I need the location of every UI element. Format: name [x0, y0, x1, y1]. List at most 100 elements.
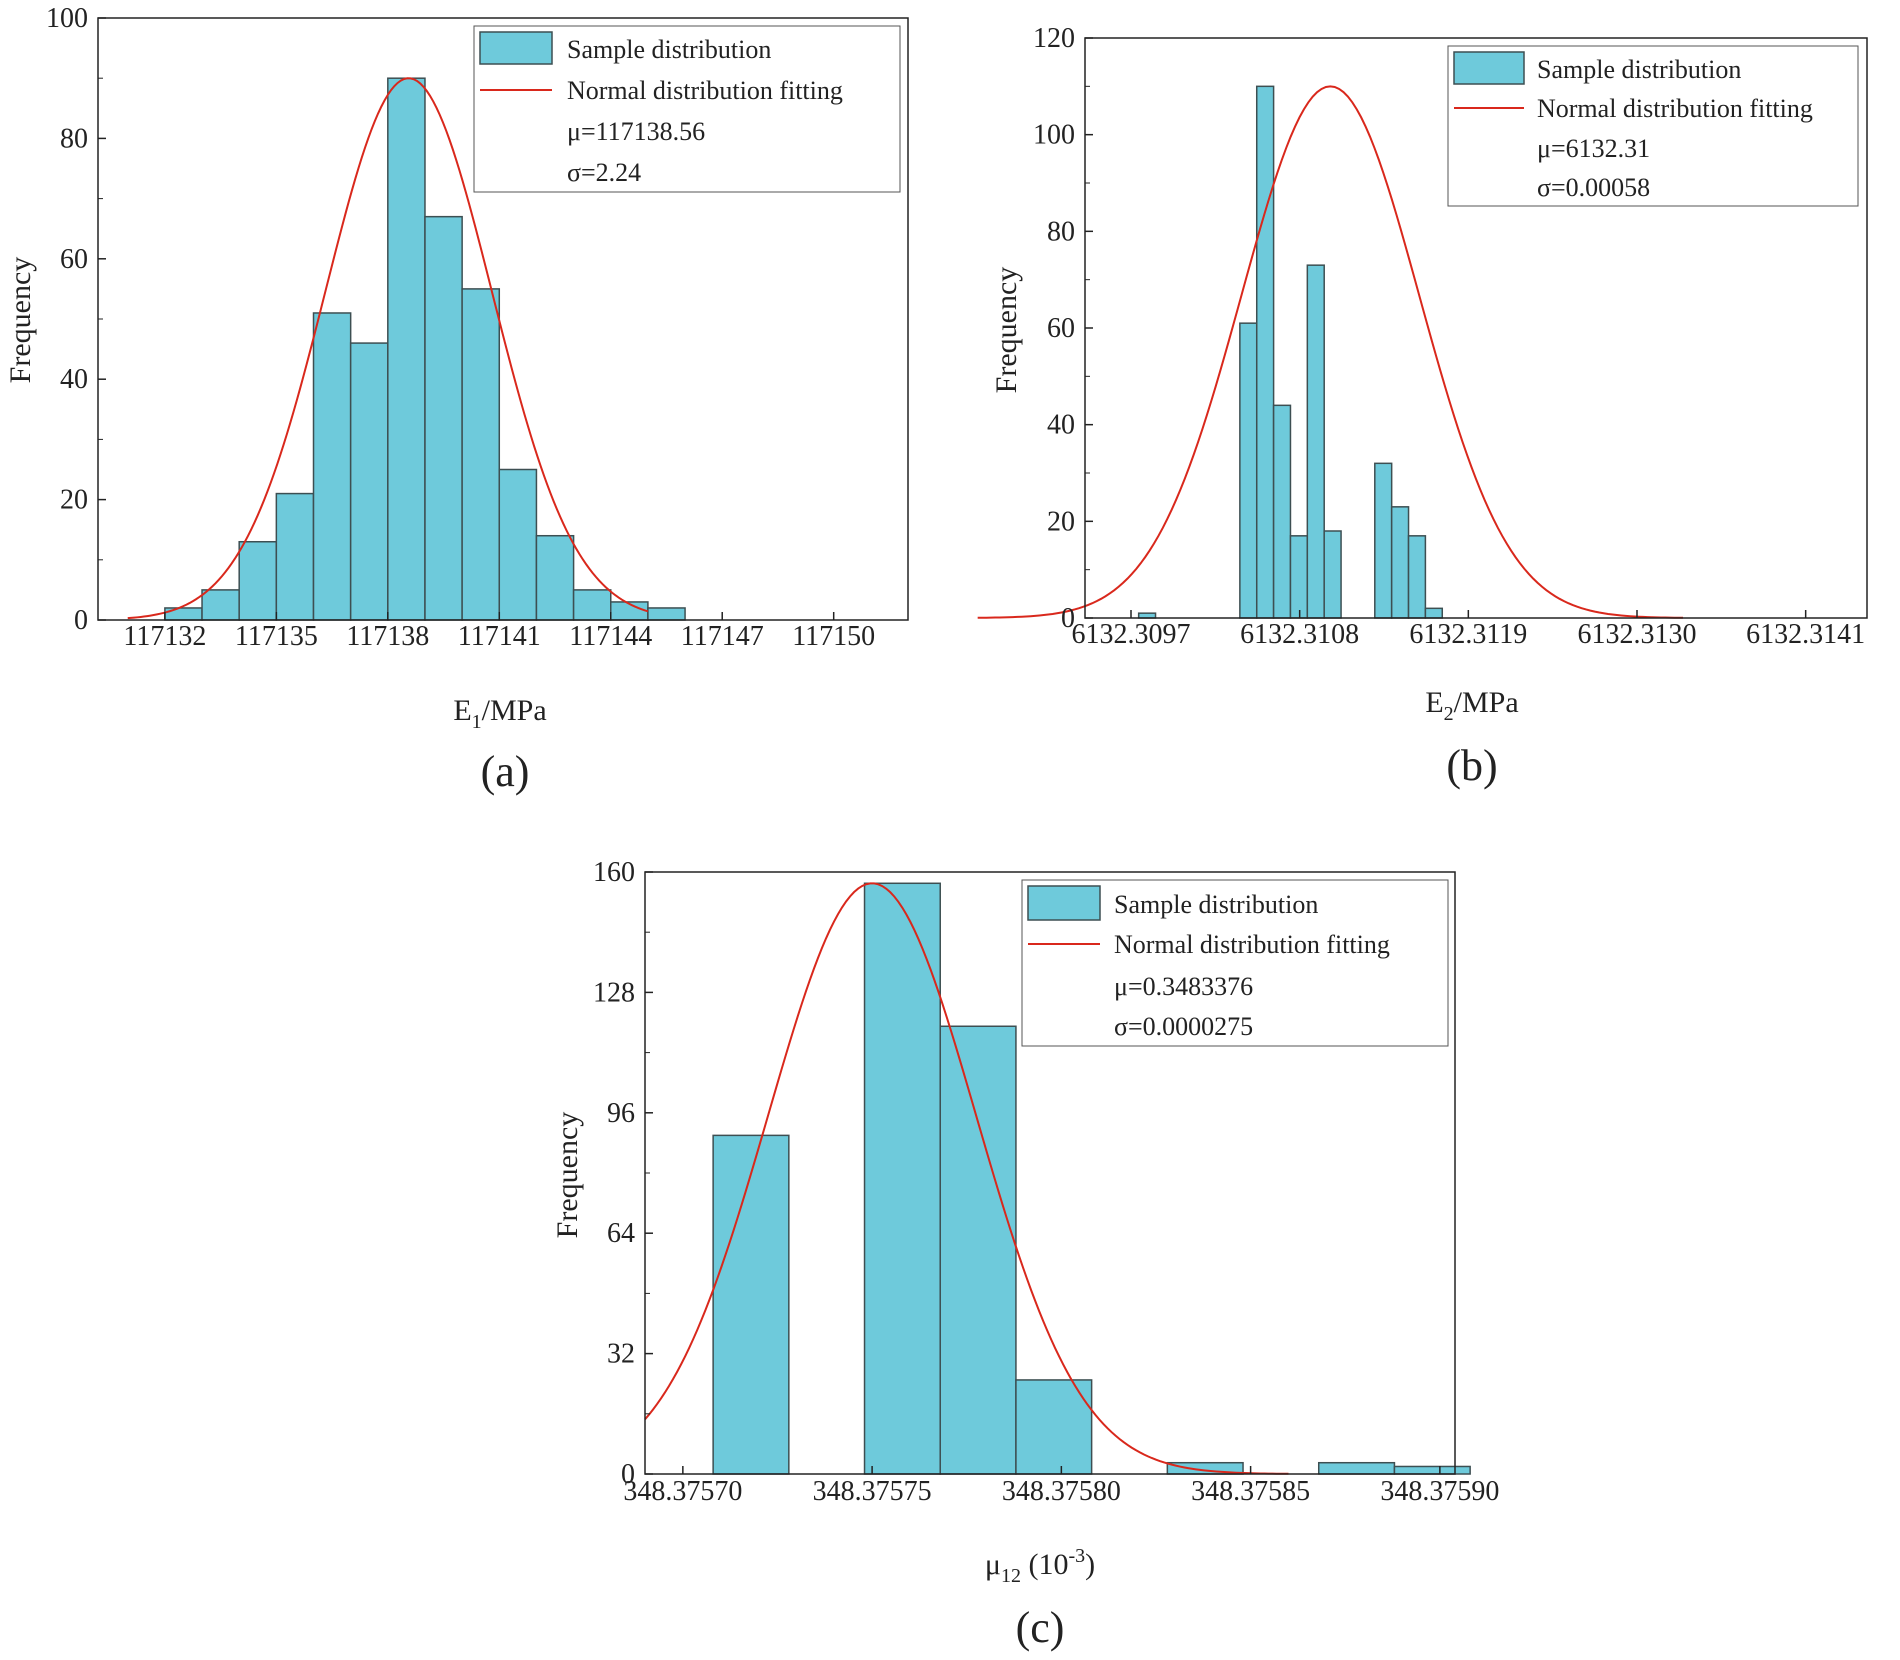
panel-a-label: (a)	[481, 747, 530, 796]
panel-a-ytick-label: 60	[60, 244, 88, 275]
panel-a-xtick-label: 117132	[123, 621, 206, 652]
panel-b-xtick-label: 6132.3130	[1578, 619, 1697, 650]
panel-a-ytick-label: 40	[60, 364, 88, 395]
panel-b-bar	[1390, 506, 1410, 619]
panel-c-ytick-label: 96	[607, 1098, 635, 1129]
panel-b-bar	[1255, 85, 1275, 619]
panel-b-yticks: 0 20 40 60 80 100 120	[1033, 23, 1093, 634]
panel-c-bar	[1317, 1461, 1396, 1475]
panel-a-xtick-label: 117150	[792, 621, 875, 652]
panel-b-xlabel: E2/MPa	[1425, 686, 1518, 725]
panel-c-fit-curve	[644, 882, 1289, 1475]
panel-b-fit-curve	[977, 85, 1684, 619]
panel-b-ytick-label: 120	[1033, 23, 1075, 54]
panel-b-ytick-label: 40	[1047, 410, 1075, 441]
panel-c-label: (c)	[1016, 1603, 1065, 1652]
panel-a-legend-fit: Normal distribution fitting	[567, 76, 843, 105]
panel-b-legend-series: Sample distribution	[1537, 55, 1741, 84]
panel-c-ytick-label: 0	[621, 1459, 635, 1490]
panel-b-xticks: 6132.3097 6132.3108 6132.3119 6132.3130 6132…	[1072, 610, 1865, 650]
panel-c-legend-mu: μ=0.3483376	[1114, 972, 1253, 1001]
panel-a-bar	[275, 492, 315, 621]
panel-c-legend-sigma: σ=0.0000275	[1114, 1012, 1253, 1041]
panel-a-legend-sigma: σ=2.24	[567, 158, 641, 187]
panel-c-ytick-label: 32	[607, 1339, 635, 1370]
panel-c-xtick-label: 348.37575	[813, 1476, 932, 1507]
panel-b-bar	[1239, 322, 1258, 619]
panel-b-bar	[1374, 462, 1393, 619]
panel-a-bar	[387, 77, 426, 621]
panel-a-legend-series: Sample distribution	[567, 35, 771, 64]
panel-a-legend-mu: μ=117138.56	[567, 117, 705, 146]
panel-b-bar	[1424, 607, 1444, 619]
panel-a-bar	[201, 589, 240, 621]
panel-b-legend-swatch	[1453, 51, 1525, 85]
panel-b-xtick-label: 6132.3141	[1746, 619, 1865, 650]
panel-c-yticks: 0 32 64 96 128 160	[593, 857, 653, 1490]
panel-c-legend-series: Sample distribution	[1114, 890, 1318, 919]
panel-c-bar	[712, 1134, 790, 1475]
panel-c-legend: Sample distribution Normal distribution …	[1021, 879, 1449, 1047]
panel-b-xtick-label: 6132.3119	[1409, 619, 1527, 650]
panel-c-bar	[939, 1025, 1017, 1475]
panel-a-bar	[349, 342, 389, 621]
panel-c-ytick-label: 64	[607, 1218, 635, 1249]
panel-b-ytick-label: 80	[1047, 216, 1075, 247]
panel-c-xtick-label: 348.37590	[1380, 1476, 1499, 1507]
panel-b-xtick-label: 6132.3097	[1072, 619, 1191, 650]
panel-b-label: (b)	[1446, 741, 1497, 790]
panel-c-bar	[1393, 1465, 1471, 1475]
panel-b-bar	[1289, 535, 1309, 619]
panel-a-ytick-label: 80	[60, 123, 88, 154]
panel-c-legend-swatch	[1027, 885, 1101, 921]
panel-a-fit-curve	[127, 77, 649, 620]
panel-c-xtick-label: 348.37585	[1191, 1476, 1310, 1507]
panel-a-ytick-label: 20	[60, 485, 88, 516]
panel-c: 348.37570 348.37575 348.37580 348.37585 348.…	[551, 857, 1499, 1652]
panel-b-ytick-label: 60	[1047, 313, 1075, 344]
panel-a-legend: Sample distribution Normal distribution …	[473, 25, 901, 193]
panel-a-xtick-label: 117135	[235, 621, 318, 652]
panel-b-ytick-label: 0	[1061, 603, 1075, 634]
panel-c-ylabel: Frequency	[551, 1112, 584, 1239]
panel-c-bar	[863, 882, 941, 1475]
panel-c-xlabel: μ12 (10-3)	[985, 1545, 1095, 1587]
panel-a-xlabel: E1/MPa	[453, 694, 546, 733]
panel-a-yticks: 0 20 40 60 80 100	[46, 3, 106, 636]
panel-a-bar	[461, 288, 501, 621]
panel-a-ytick-label: 0	[74, 605, 88, 636]
panel-b-bar	[1272, 404, 1292, 619]
panel-b-bar	[1306, 264, 1325, 619]
panel-a-bar	[424, 215, 463, 621]
panel-a-bar	[238, 540, 278, 621]
panel-a-bar	[164, 607, 203, 621]
panel-c-xticks: 348.37570 348.37575 348.37580 348.37585 348.…	[623, 1466, 1499, 1507]
panel-b-ylabel: Frequency	[990, 267, 1023, 394]
panel-b-legend-fit: Normal distribution fitting	[1537, 94, 1813, 123]
panel-b-ytick-label: 20	[1047, 506, 1075, 537]
panel-a-xtick-label: 117138	[346, 621, 429, 652]
panel-b-xtick-label: 6132.3108	[1240, 619, 1359, 650]
panel-a-ylabel: Frequency	[4, 257, 37, 384]
panel-c-ytick-label: 160	[593, 857, 635, 888]
panel-b-legend-sigma: σ=0.00058	[1537, 173, 1650, 202]
panel-c-ytick-label: 128	[593, 977, 635, 1008]
panel-b: 6132.3097 6132.3108 6132.3119 6132.3130 6132…	[977, 23, 1868, 790]
panel-a-ytick-label: 100	[46, 3, 88, 34]
panel-b-ytick-label: 100	[1033, 120, 1075, 151]
panel-a-xtick-label: 117147	[681, 621, 764, 652]
panel-b-bar	[1407, 535, 1427, 619]
panel-a-legend-swatch	[479, 31, 553, 65]
panel-a: 117132 117135 117138 117141 117144 117147 1171…	[4, 3, 909, 796]
panel-c-xtick-label: 348.37570	[623, 1476, 742, 1507]
panel-b-bar	[1323, 530, 1342, 619]
panel-a-bar	[647, 607, 686, 621]
panel-a-xticks: 117132 117135 117138 117141 117144 117147 1171…	[123, 612, 875, 652]
panel-a-bars	[164, 77, 686, 621]
panel-a-bar	[535, 534, 575, 621]
panel-a-bar	[498, 468, 538, 621]
panel-c-legend-fit: Normal distribution fitting	[1114, 930, 1390, 959]
panel-b-bars	[1137, 85, 1444, 619]
panel-b-legend-mu: μ=6132.31	[1537, 134, 1650, 163]
